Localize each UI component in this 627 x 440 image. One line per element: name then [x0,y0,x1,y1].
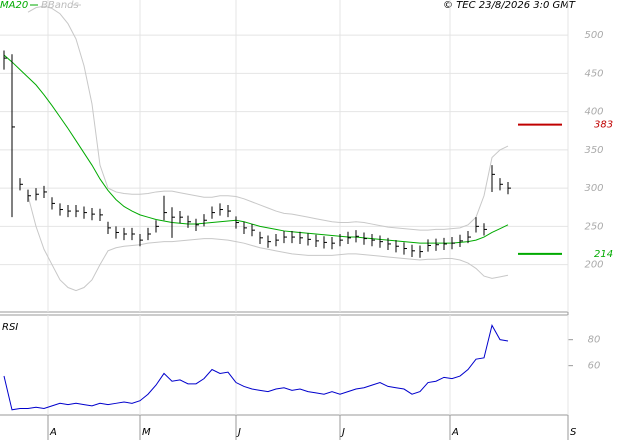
level-label: 214 [594,249,613,260]
y-tick-label: 500 [584,30,603,41]
copyright: © TEC 23/8/2026 3:0 GMT [443,0,576,11]
legend-label: MA20 [0,0,28,11]
ma20-line [3,54,509,244]
level-label: 383 [594,120,613,131]
y-tick-label: 300 [584,183,603,194]
rsi-line [3,324,509,411]
y-tick-label: 350 [584,145,603,156]
y-tick-label: 250 [584,221,603,232]
y-tick-label: 450 [584,68,603,79]
x-tick-label: A [451,427,459,438]
x-tick-label: S [570,427,577,438]
x-tick-label: J [340,427,345,438]
legend-label: BBands [41,0,79,11]
rsi-title: RSI [2,322,18,333]
x-tick-label: A [49,427,57,438]
y-tick-label: 60 [588,361,601,372]
x-tick-label: M [142,427,151,438]
y-tick-label: 400 [584,107,603,118]
bband-upper [27,5,509,231]
y-tick-label: 80 [588,335,601,346]
y-tick-label: 200 [584,260,603,271]
x-tick-label: J [236,427,241,438]
bband-lower [27,195,509,292]
